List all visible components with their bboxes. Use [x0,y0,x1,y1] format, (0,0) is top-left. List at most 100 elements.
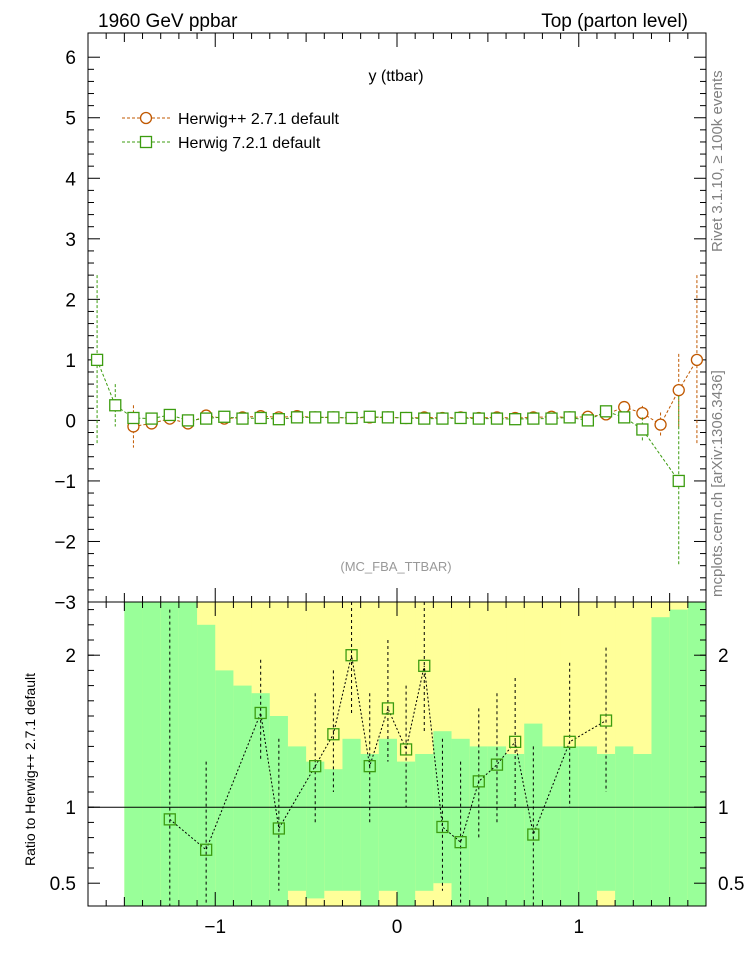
data-point-herwig7 [236,412,249,425]
green-band [342,738,362,891]
data-point-herwig7 [181,414,195,427]
green-band [142,602,162,906]
data-point-herwig7 [254,411,267,425]
ratio-point [254,706,267,720]
ratio-point [563,735,576,748]
mcplots-label: mcplots.cern.ch [arXiv:1306.3436] [709,370,726,597]
data-point-herwig7 [218,410,231,423]
legend-marker-circle [139,111,153,125]
data-point-herwigpp [654,418,667,431]
data-point-herwig7 [599,405,613,418]
data-point-herwig7 [490,412,504,425]
green-band [215,670,234,906]
ratio-plot: 2 2 1 1 0.5 0.5 −1 0 1 [50,601,744,938]
ratio-ylabel: Ratio to Herwig++ 2.7.1 default [22,673,38,866]
ratio-point [345,649,358,662]
data-point-herwig7 [563,411,576,424]
data-point-herwigpp [636,406,649,420]
main-ytick-label: 5 [65,109,76,130]
data-point-herwig7 [472,412,485,425]
data-point-herwig7 [90,353,104,367]
legend-entry-label: Herwig++ 2.7.1 default [178,111,340,128]
data-point-herwig7 [618,411,631,424]
ratio-ytick-label: 0.5 [50,874,76,895]
green-band [378,738,398,891]
data-point-herwig7 [381,411,395,424]
green-band [651,617,671,906]
green-band [578,746,598,906]
green-band [615,746,634,906]
ratio-xtick-label: −1 [204,917,226,938]
legend-marker-square [139,135,153,149]
data-point-herwig7 [345,411,358,425]
data-point-herwig7 [508,413,522,426]
data-point-herwig7 [145,412,158,425]
green-band [197,624,216,906]
green-band [596,754,616,891]
header-right-label: Top (parton level) [541,11,688,32]
ratio-point [399,743,413,756]
ratio-point [454,836,467,849]
green-band [178,602,198,906]
ratio-point [272,822,286,835]
green-band [633,754,652,906]
main-ytick-label: −3 [54,593,76,614]
ratio-point [163,813,176,826]
main-ytick-label: 2 [65,290,76,311]
data-point-herwig7 [163,408,176,422]
data-point-herwig7 [290,411,304,424]
green-band [415,754,434,891]
main-ytick-label: 1 [65,351,76,372]
data-point-herwig7 [109,399,122,412]
ratio-point [436,820,449,834]
analysis-label: (MC_FBA_TTBAR) [340,559,451,574]
ratio-point [381,702,395,715]
green-band [324,769,343,891]
data-point-herwig7 [527,412,540,425]
ratio-point [363,760,376,773]
green-band [487,746,507,906]
data-point-herwig7 [581,414,595,427]
main-ytick-label: −1 [54,472,76,493]
ratio-point [490,758,504,771]
ratio-point [327,728,340,741]
legend: Herwig++ 2.7.1 default Herwig 7.2.1 defau… [122,111,340,152]
legend-entry-label: Herwig 7.2.1 default [178,135,321,152]
data-point-herwig7 [454,411,467,425]
green-band [124,602,144,906]
series-line-0 [133,359,698,427]
green-band [542,746,562,906]
data-point-herwigpp [672,383,685,397]
ratio-xtick-label: 1 [573,917,584,938]
green-band [397,761,416,906]
main-ytick-label: 6 [65,48,76,69]
data-point-herwig7 [545,412,558,425]
data-point-herwig7 [309,411,322,424]
ratio-ytick-label: 1 [65,798,76,819]
green-band [687,602,707,906]
data-point-herwig7 [327,411,340,424]
green-band [306,761,325,899]
green-band [287,746,307,891]
data-point-herwig7 [399,411,413,425]
ratio-point [508,735,522,748]
main-ytick-label: 3 [65,230,76,251]
ratio-ytick-label-right: 0.5 [718,874,744,895]
ratio-point [418,659,431,672]
main-ytick-label: 4 [65,169,76,190]
green-band [506,754,525,906]
green-band [560,746,580,906]
header-left-label: 1960 GeV ppbar [98,11,238,32]
main-ytick-label: −2 [54,532,76,553]
green-band [360,754,380,906]
ratio-xtick-label: 0 [392,917,403,938]
data-point-herwig7 [672,474,685,488]
main-ytick-label: 0 [65,411,76,432]
data-point-herwig7 [636,423,649,436]
green-band [669,609,689,906]
data-point-herwig7 [436,412,449,425]
ratio-ytick-label-right: 2 [718,646,729,667]
data-point-herwigpp [618,400,631,414]
